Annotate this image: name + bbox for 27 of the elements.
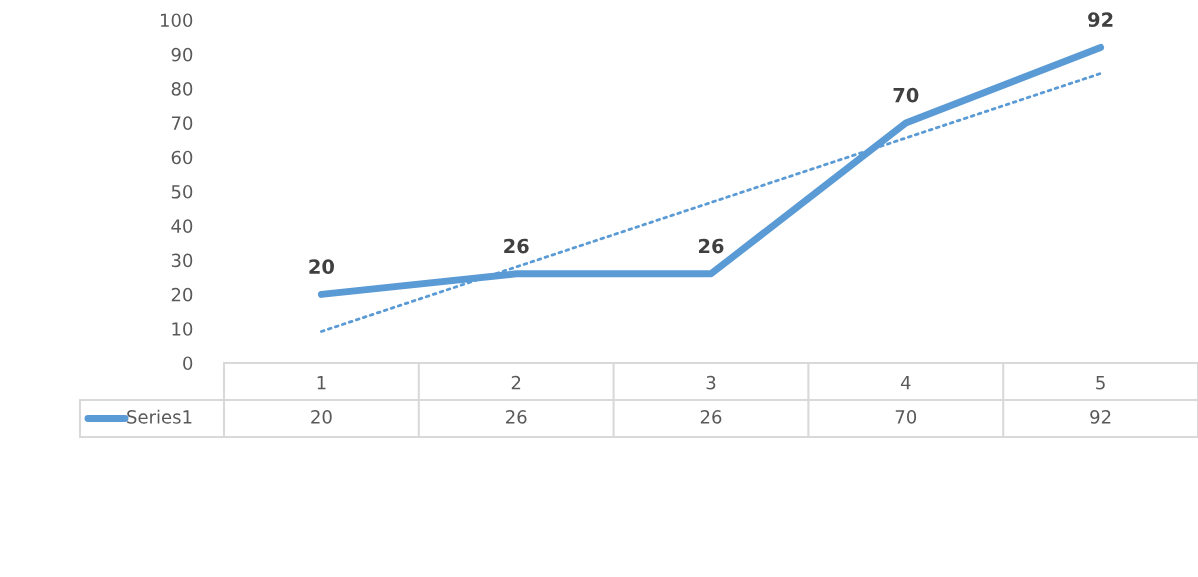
y-tick-label: 10: [172, 322, 193, 336]
data-label: 20: [311, 410, 332, 424]
x-tick-label: 3: [706, 375, 716, 390]
data-label: 92: [1090, 410, 1111, 424]
annotation: 26: [699, 238, 724, 254]
legend-label: Series1: [127, 409, 192, 424]
x-tick-label: 2: [511, 375, 521, 390]
y-tick-label: 40: [171, 219, 193, 233]
y-tick-label: 90: [171, 47, 193, 62]
data-label: 26: [700, 410, 722, 424]
y-tick-label: 100: [160, 13, 193, 28]
y-tick-label: 80: [171, 82, 193, 96]
y-tick-label: 50: [171, 184, 193, 199]
y-tick-label: 70: [171, 116, 193, 131]
y-tick-label: 20: [171, 287, 193, 302]
y-tick-label: 60: [171, 150, 193, 165]
x-tick-label: 4: [900, 376, 911, 390]
data-label: 70: [895, 410, 917, 424]
y-tick-label: 30: [171, 253, 193, 268]
x-tick-label: 1: [317, 376, 326, 390]
data-label: 26: [506, 410, 527, 424]
y-tick-label: 0: [183, 356, 193, 371]
annotation: 70: [893, 87, 919, 103]
x-tick-label: 5: [1096, 376, 1105, 390]
annotation: 20: [309, 259, 334, 274]
annotation: 26: [504, 238, 529, 254]
annotation: 92: [1088, 12, 1113, 28]
